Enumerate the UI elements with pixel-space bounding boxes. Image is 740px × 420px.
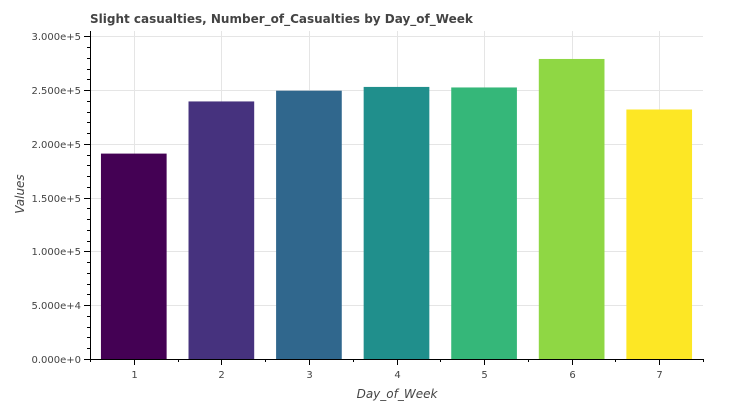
y-tick-label: 1.000e+5	[31, 247, 81, 258]
axes	[90, 31, 703, 360]
y-ticks: 0.000e+0 5.000e+4 1.000e+5 1.500e+5 2.000e+5…	[31, 32, 90, 366]
y-tick-label: 2.500e+5	[31, 86, 81, 97]
bar-7	[626, 109, 693, 360]
chart-title: Slight casualties, Number_of_Casualties …	[90, 12, 474, 27]
x-tick-label: 1	[131, 370, 137, 381]
y-tick-label: 2.000e+5	[31, 140, 81, 151]
bar-2	[188, 101, 255, 360]
y-tick-label: 3.000e+5	[31, 32, 81, 43]
x-tick-label: 2	[218, 370, 224, 381]
bars	[100, 58, 693, 360]
x-tick-label: 4	[394, 370, 400, 381]
x-ticks: 1 2 3 4 5 6 7	[90, 359, 704, 381]
x-tick-label: 7	[656, 370, 662, 381]
bar-3	[276, 90, 342, 360]
y-tick-label: 0.000e+0	[31, 355, 81, 366]
x-axis-label: Day_of_Week	[357, 387, 439, 401]
x-tick-label: 6	[569, 370, 575, 381]
y-axis-label: Values	[13, 174, 27, 213]
x-tick-label: 5	[481, 370, 487, 381]
y-tick-label: 1.500e+5	[31, 194, 81, 205]
bar-5	[451, 87, 517, 359]
bar-1	[100, 153, 167, 359]
bar-4	[363, 86, 430, 359]
bar-6	[538, 58, 605, 359]
y-tick-label: 5.000e+4	[31, 301, 81, 312]
x-tick-label: 3	[306, 370, 312, 381]
